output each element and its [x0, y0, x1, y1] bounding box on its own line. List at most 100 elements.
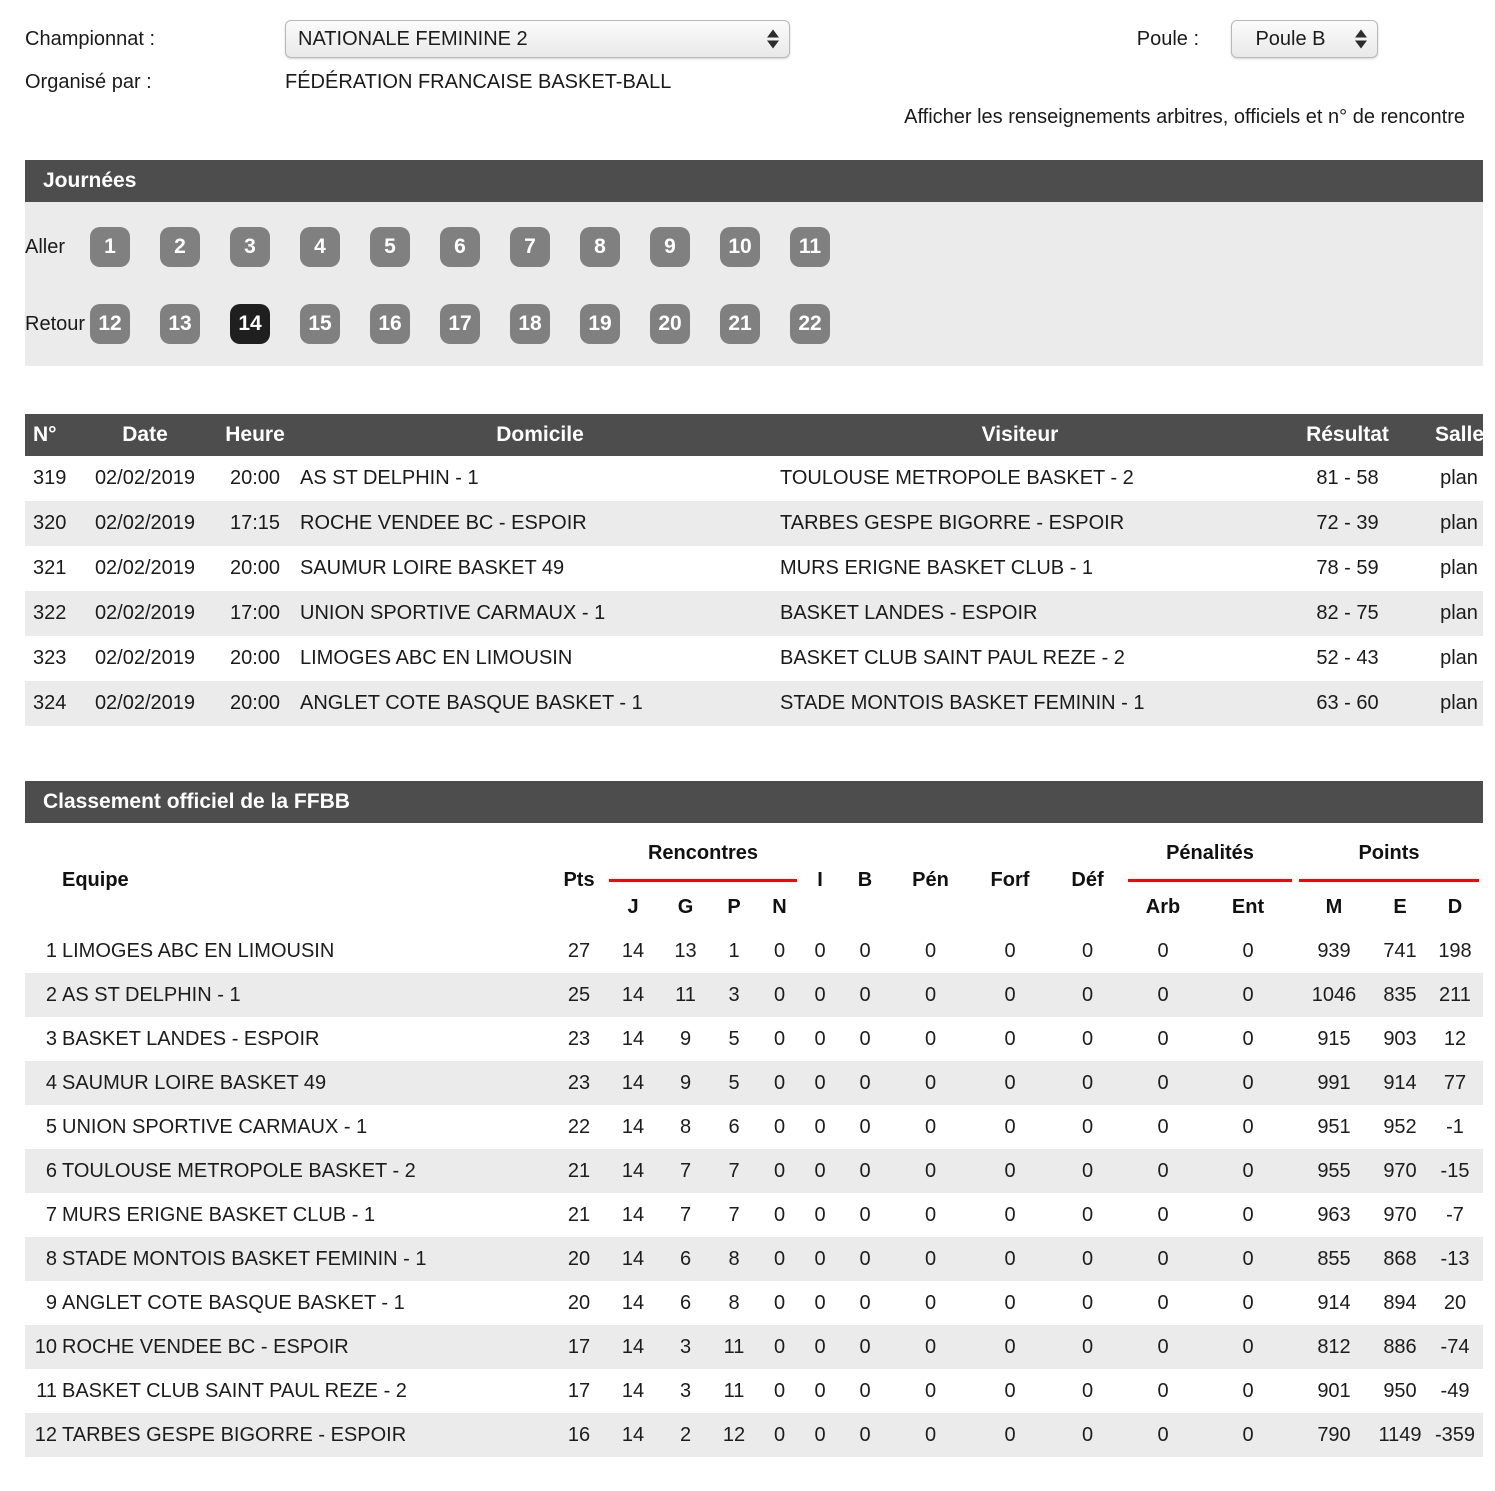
- standings-cell-arb: 0: [1157, 983, 1169, 1006]
- standings-cell-forf: 0: [1004, 1115, 1016, 1138]
- salle-plan-link[interactable]: plan: [1440, 647, 1478, 669]
- standings-cell-p: 11: [723, 1379, 745, 1402]
- journee-button-14[interactable]: 14: [230, 304, 270, 344]
- standings-cell-n: 0: [773, 1247, 786, 1270]
- standings-row: 11 BASKET CLUB SAINT PAUL REZE - 2 17 14 3 11…: [25, 1369, 1483, 1413]
- journee-button-20[interactable]: 20: [650, 304, 690, 344]
- standings-cell-j: 14: [621, 1335, 645, 1358]
- journee-button-4[interactable]: 4: [300, 227, 340, 267]
- championnat-select-value: NATIONALE FEMININE 2: [298, 27, 528, 50]
- standings-header-ent: Ent: [1231, 895, 1265, 918]
- standings-cell-e: 868: [1383, 1247, 1417, 1270]
- standings-cell-team: BASKET CLUB SAINT PAUL REZE - 2: [62, 1379, 407, 1402]
- standings-cell-i: 0: [814, 1027, 826, 1050]
- standings-row: 1 LIMOGES ABC EN LIMOUSIN 27 14 13 1 0 0 0 0 0 0 0 0 9…: [25, 929, 1483, 973]
- journee-button-3[interactable]: 3: [230, 227, 270, 267]
- standings-cell-b: 0: [859, 983, 871, 1006]
- journee-button-2[interactable]: 2: [160, 227, 200, 267]
- journee-button-8[interactable]: 8: [580, 227, 620, 267]
- standings-cell-p: 12: [722, 1423, 746, 1446]
- result-cell-visiteur: BASKET LANDES - ESPOIR: [780, 602, 1038, 624]
- standings-cell-m: 955: [1317, 1159, 1351, 1182]
- journee-button-7[interactable]: 7: [510, 227, 550, 267]
- standings-header: Equipe Pts Rencontres J G P N I B Pén Fo…: [25, 831, 1483, 929]
- rencontres-underline: [605, 875, 801, 885]
- standings-cell-g: 9: [679, 1071, 692, 1094]
- standings-cell-g: 8: [679, 1115, 692, 1138]
- standings-cell-j: 14: [621, 1027, 645, 1050]
- journee-button-5[interactable]: 5: [370, 227, 410, 267]
- salle-plan-link[interactable]: plan: [1440, 512, 1478, 534]
- standings-cell-e: 741: [1383, 939, 1417, 962]
- results-header-row: N° Date Heure Domicile Visiteur Résultat…: [25, 414, 1484, 456]
- journee-button-19[interactable]: 19: [580, 304, 620, 344]
- journee-button-9[interactable]: 9: [650, 227, 690, 267]
- standings-cell-i: 0: [814, 939, 826, 962]
- salle-plan-link[interactable]: plan: [1440, 467, 1478, 489]
- standings-cell-pen: 0: [924, 1203, 937, 1226]
- result-cell-date: 02/02/2019: [94, 467, 196, 489]
- standings-cell-pen: 0: [924, 1027, 937, 1050]
- standings-cell-j: 14: [621, 1071, 645, 1094]
- salle-plan-link[interactable]: plan: [1440, 602, 1478, 624]
- standings-cell-b: 0: [859, 1291, 871, 1314]
- details-link[interactable]: Afficher les renseignements arbitres, of…: [904, 106, 1465, 128]
- standings-cell-d: -49: [1440, 1379, 1470, 1402]
- standings-cell-forf: 0: [1004, 939, 1016, 962]
- standings-cell-pen: 0: [924, 1159, 937, 1182]
- standings-cell-ent: 0: [1242, 1203, 1254, 1226]
- standings-cell-e: 970: [1383, 1203, 1417, 1226]
- standings-cell-rank: 4: [45, 1071, 57, 1094]
- standings-cell-ent: 0: [1242, 1071, 1254, 1094]
- standings-cell-pts: 27: [567, 939, 591, 962]
- standings-cell-pts: 23: [567, 1027, 591, 1050]
- journee-button-11[interactable]: 11: [790, 227, 830, 267]
- standings-cell-m: 812: [1317, 1335, 1351, 1358]
- standings-cell-b: 0: [859, 1203, 871, 1226]
- championnat-label: Championnat :: [25, 27, 156, 50]
- result-cell-heure: 17:00: [229, 602, 281, 624]
- journee-button-6[interactable]: 6: [440, 227, 480, 267]
- results-header-heure: Heure: [225, 423, 285, 446]
- salle-plan-link[interactable]: plan: [1440, 557, 1478, 579]
- journee-button-13[interactable]: 13: [160, 304, 200, 344]
- standings-cell-ent: 0: [1242, 1115, 1254, 1138]
- journee-button-12[interactable]: 12: [90, 304, 130, 344]
- standings-cell-m: 963: [1317, 1203, 1351, 1226]
- standings-cell-d: -15: [1440, 1159, 1470, 1182]
- journee-button-15[interactable]: 15: [300, 304, 340, 344]
- result-cell-resultat: 81 - 58: [1316, 467, 1379, 489]
- journee-button-18[interactable]: 18: [510, 304, 550, 344]
- result-cell-date: 02/02/2019: [94, 692, 196, 714]
- journee-button-10[interactable]: 10: [720, 227, 760, 267]
- championnat-select[interactable]: NATIONALE FEMININE 2: [285, 20, 790, 58]
- poule-select[interactable]: Poule B: [1231, 20, 1378, 58]
- standings-cell-n: 0: [773, 1159, 786, 1182]
- standings-cell-pen: 0: [924, 1379, 937, 1402]
- standings-cell-i: 0: [814, 1115, 826, 1138]
- standings-cell-team: LIMOGES ABC EN LIMOUSIN: [62, 939, 335, 962]
- standings-cell-def: 0: [1081, 1159, 1094, 1182]
- journee-button-16[interactable]: 16: [370, 304, 410, 344]
- journee-button-22[interactable]: 22: [790, 304, 830, 344]
- result-row: 321 02/02/2019 20:00 SAUMUR LOIRE BASKET 49…: [25, 546, 1483, 591]
- standings-cell-i: 0: [814, 1335, 826, 1358]
- result-cell-visiteur: MURS ERIGNE BASKET CLUB - 1: [780, 557, 1094, 579]
- standings-cell-n: 0: [773, 1203, 786, 1226]
- standings-cell-p: 8: [728, 1247, 740, 1270]
- standings-cell-g: 3: [679, 1379, 692, 1402]
- standings-cell-def: 0: [1081, 1291, 1094, 1314]
- standings-cell-n: 0: [773, 1379, 786, 1402]
- journee-button-21[interactable]: 21: [720, 304, 760, 344]
- result-cell-heure: 20:00: [229, 647, 281, 669]
- standings-cell-n: 0: [773, 1335, 786, 1358]
- standings-cell-m: 939: [1317, 939, 1351, 962]
- standings-cell-j: 14: [621, 1423, 645, 1446]
- journee-button-1[interactable]: 1: [90, 227, 130, 267]
- standings-cell-arb: 0: [1157, 1071, 1169, 1094]
- standings-cell-m: 915: [1317, 1027, 1351, 1050]
- journee-button-17[interactable]: 17: [440, 304, 480, 344]
- salle-plan-link[interactable]: plan: [1440, 692, 1478, 714]
- points-underline: [1295, 875, 1483, 885]
- standings-header-forf: Forf: [990, 868, 1030, 891]
